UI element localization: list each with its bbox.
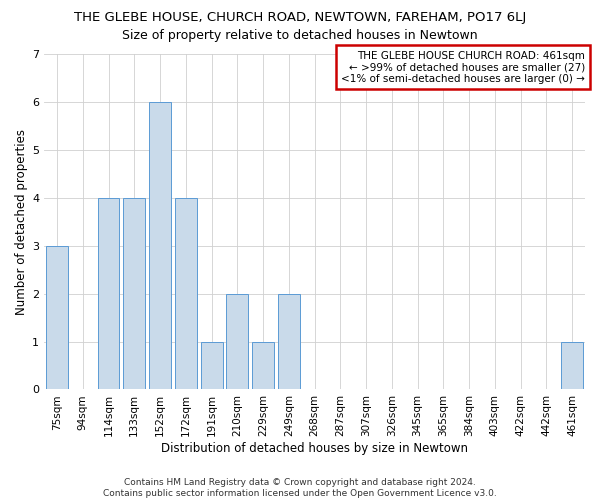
Bar	[200, 342, 223, 390]
Bar	[124, 198, 145, 390]
Text: Contains HM Land Registry data © Crown copyright and database right 2024.
Contai: Contains HM Land Registry data © Crown c…	[103, 478, 497, 498]
Bar	[226, 294, 248, 390]
Bar	[149, 102, 171, 390]
Bar	[46, 246, 68, 390]
Text: Size of property relative to detached houses in Newtown: Size of property relative to detached ho…	[122, 29, 478, 42]
Bar	[252, 342, 274, 390]
Bar	[98, 198, 119, 390]
Y-axis label: Number of detached properties: Number of detached properties	[15, 128, 28, 314]
Bar	[561, 342, 583, 390]
Text: THE GLEBE HOUSE, CHURCH ROAD, NEWTOWN, FAREHAM, PO17 6LJ: THE GLEBE HOUSE, CHURCH ROAD, NEWTOWN, F…	[74, 11, 526, 24]
Bar	[278, 294, 300, 390]
Text: THE GLEBE HOUSE CHURCH ROAD: 461sqm
← >99% of detached houses are smaller (27)
<: THE GLEBE HOUSE CHURCH ROAD: 461sqm ← >9…	[341, 50, 585, 84]
Bar	[175, 198, 197, 390]
X-axis label: Distribution of detached houses by size in Newtown: Distribution of detached houses by size …	[161, 442, 468, 455]
